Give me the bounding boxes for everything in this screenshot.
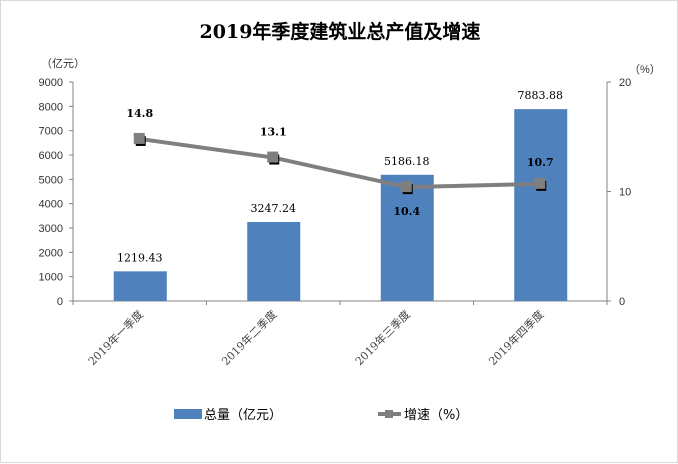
- category-label: 2019年二季度: [219, 307, 280, 368]
- category-label: 2019年四季度: [486, 307, 547, 368]
- bar: [247, 221, 301, 301]
- bar: [380, 174, 434, 301]
- legend-line-label: 增速（%）: [404, 408, 468, 423]
- category-label: 2019年三季度: [352, 307, 413, 368]
- left-tick-label: 4000: [39, 199, 63, 211]
- left-tick-label: 1000: [39, 272, 63, 284]
- legend-bar-swatch: [174, 409, 202, 419]
- bar-data-label: 1219.43: [117, 251, 163, 264]
- line-data-label: 10.4: [393, 205, 420, 218]
- right-axis-label: （%）: [629, 63, 661, 76]
- legend: 总量（亿元） 增速（%）: [174, 408, 468, 423]
- line-point: [267, 151, 279, 163]
- line-point: [400, 181, 412, 193]
- bar-data-label: 7883.88: [518, 89, 564, 102]
- left-tick-label: 7000: [39, 126, 63, 138]
- right-tick-label: 20: [619, 77, 631, 89]
- left-tick-label: 2000: [39, 247, 63, 259]
- left-tick-label: 0: [57, 296, 63, 308]
- line-data-label: 10.7: [527, 156, 554, 169]
- left-tick-label: 3000: [39, 223, 63, 235]
- bar: [113, 271, 167, 301]
- bar-data-label: 3247.24: [251, 202, 297, 215]
- legend-bar-label: 总量（亿元）: [204, 408, 282, 423]
- chart-title: 2019年季度建筑业总产值及增速: [200, 20, 481, 43]
- left-tick-label: 9000: [39, 77, 63, 89]
- left-tick-label: 8000: [39, 101, 63, 113]
- right-tick-label: 10: [619, 187, 631, 199]
- right-tick-label: 0: [619, 296, 625, 308]
- left-axis-label: （亿元）: [41, 57, 85, 70]
- legend-line-marker: [385, 410, 393, 418]
- line-data-label: 14.8: [126, 107, 153, 120]
- line-point: [133, 132, 145, 144]
- growth-line: [139, 136, 541, 190]
- line-point: [534, 177, 546, 189]
- category-label: 2019年一季度: [85, 307, 146, 368]
- bar-data-label: 5186.18: [384, 155, 430, 168]
- left-tick-label: 6000: [39, 150, 63, 162]
- left-tick-label: 5000: [39, 174, 63, 186]
- bar: [514, 109, 568, 301]
- line-data-label: 13.1: [260, 126, 287, 139]
